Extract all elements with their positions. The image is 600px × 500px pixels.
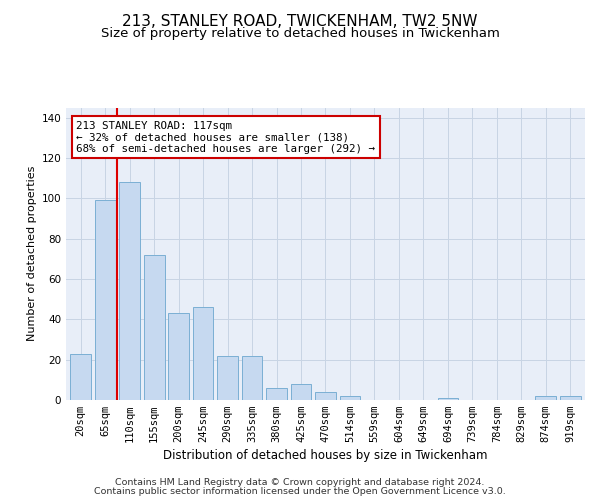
Bar [437, 398, 458, 400]
Bar [242, 356, 262, 400]
Bar [266, 388, 287, 400]
Bar [560, 396, 581, 400]
Text: Contains public sector information licensed under the Open Government Licence v3: Contains public sector information licen… [94, 487, 506, 496]
Bar [119, 182, 140, 400]
Text: 213, STANLEY ROAD, TWICKENHAM, TW2 5NW: 213, STANLEY ROAD, TWICKENHAM, TW2 5NW [122, 14, 478, 28]
Bar [340, 396, 361, 400]
Bar [193, 307, 214, 400]
Bar [315, 392, 336, 400]
Bar [70, 354, 91, 400]
Bar [144, 255, 164, 400]
Bar [290, 384, 311, 400]
Text: Contains HM Land Registry data © Crown copyright and database right 2024.: Contains HM Land Registry data © Crown c… [115, 478, 485, 487]
X-axis label: Distribution of detached houses by size in Twickenham: Distribution of detached houses by size … [163, 450, 488, 462]
Text: 213 STANLEY ROAD: 117sqm
← 32% of detached houses are smaller (138)
68% of semi-: 213 STANLEY ROAD: 117sqm ← 32% of detach… [76, 120, 376, 154]
Bar [217, 356, 238, 400]
Bar [535, 396, 556, 400]
Text: Size of property relative to detached houses in Twickenham: Size of property relative to detached ho… [101, 28, 499, 40]
Bar [95, 200, 116, 400]
Y-axis label: Number of detached properties: Number of detached properties [27, 166, 37, 342]
Bar [168, 314, 189, 400]
